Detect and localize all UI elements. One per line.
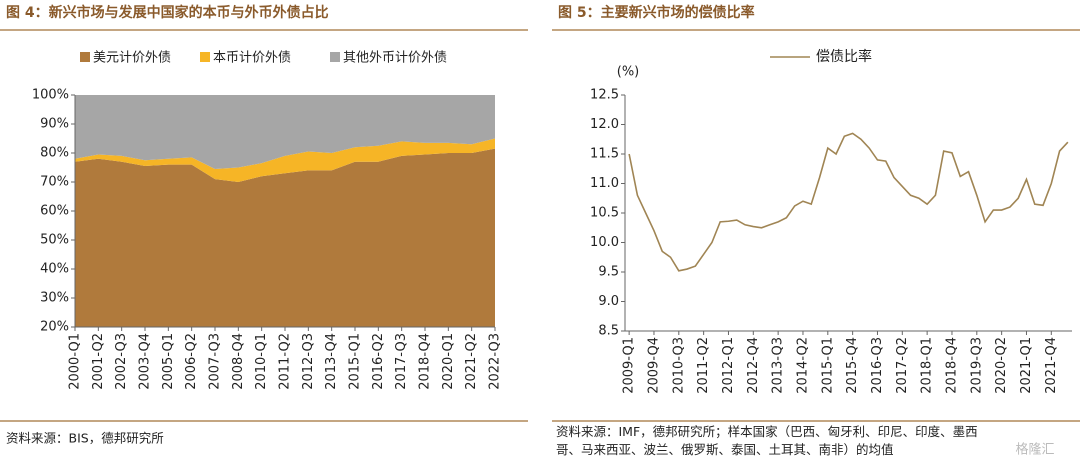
source: 资料来源：IMF，德邦研究所；样本国家（巴西、匈牙利、印尼、印度、墨西哥、马来西… (556, 424, 978, 457)
plot-area (75, 95, 495, 327)
y-tick-label: 10.0 (590, 235, 619, 250)
y-tick-label: 100% (32, 88, 69, 103)
y-tick-label: 12.0 (590, 117, 619, 132)
y-tick-label: 20% (40, 320, 69, 335)
x-tick-label: 2020-Q2 (994, 337, 1009, 394)
y-tick-label: 9.0 (598, 294, 619, 309)
y-tick-label: 80% (40, 146, 69, 161)
x-tick-label: 2001-Q2 (91, 333, 106, 390)
x-tick-label: 2019-Q3 (969, 337, 984, 394)
y-axis-label: (%) (617, 65, 640, 80)
x-tick-label: 2017-Q3 (394, 333, 409, 390)
x-tick-label: 2016-Q2 (371, 333, 386, 390)
x-tick-label: 2013-Q3 (771, 337, 786, 394)
y-tick-label: 11.0 (590, 176, 619, 191)
x-tick-label: 2012-Q1 (721, 337, 736, 394)
y-tick-label: 50% (40, 233, 69, 248)
legend-label: 偿债比率 (816, 48, 872, 65)
x-tick-label: 2000-Q1 (68, 333, 83, 390)
x-tick-label: 2009-Q1 (622, 337, 637, 394)
source: 资料来源：BIS，德邦研究所 (6, 431, 164, 446)
chart-title: 图 4：新兴市场与发展中国家的本币与外币外债占比 (6, 4, 329, 21)
x-tick-label: 2002-Q3 (114, 333, 129, 390)
x-tick-label: 2013-Q4 (324, 333, 339, 390)
x-tick-label: 2012-Q3 (301, 333, 316, 390)
x-tick-label: 2021-Q1 (1019, 337, 1034, 394)
x-tick-label: 2022-Q3 (488, 333, 503, 390)
x-tick-label: 2018-Q1 (920, 337, 935, 394)
x-tick-label: 2017-Q2 (895, 337, 910, 394)
x-tick-label: 2018-Q4 (944, 337, 959, 394)
y-tick-label: 9.5 (598, 265, 619, 280)
chart-title: 图 5：主要新兴市场的偿债比率 (558, 4, 755, 21)
x-tick-label: 2008-Q4 (231, 333, 246, 390)
y-tick-label: 30% (40, 291, 69, 306)
x-tick-label: 2018-Q4 (418, 333, 433, 390)
x-tick-label: 2015-Q4 (845, 337, 860, 394)
y-tick-label: 12.5 (590, 88, 619, 103)
x-tick-label: 2015-Q1 (820, 337, 835, 394)
x-tick-label: 2021-Q4 (1044, 337, 1059, 394)
legend-swatch (330, 52, 340, 62)
x-tick-label: 2011-Q2 (696, 337, 711, 394)
x-tick-label: 2021-Q2 (464, 333, 479, 390)
area (75, 95, 495, 169)
legend-label: 其他外币计价外债 (343, 51, 447, 66)
y-tick-label: 10.5 (590, 206, 619, 221)
x-tick-label: 2016-Q3 (870, 337, 885, 394)
area (75, 138, 495, 182)
x-tick-label: 2010-Q3 (671, 337, 686, 394)
y-tick-label: 70% (40, 175, 69, 190)
x-tick-label: 2011-Q2 (278, 333, 293, 390)
y-tick-label: 11.5 (590, 147, 619, 162)
x-tick-label: 2020-Q1 (441, 333, 456, 390)
legend-label: 本币计价外债 (213, 51, 291, 66)
x-tick-label: 2005-Q1 (161, 333, 176, 390)
x-tick-label: 2014-Q2 (795, 337, 810, 394)
y-tick-label: 40% (40, 262, 69, 277)
x-tick-label: 2015-Q1 (348, 333, 363, 390)
y-tick-label: 60% (40, 204, 69, 219)
line (628, 132, 1069, 272)
y-tick-label: 90% (40, 117, 69, 132)
x-tick-label: 2003-Q4 (138, 333, 153, 390)
x-tick-label: 2006-Q2 (184, 333, 199, 390)
x-tick-label: 2010-Q1 (254, 333, 269, 390)
source-box: 资料来源：IMF，德邦研究所；样本国家（巴西、匈牙利、印尼、印度、墨西哥、马来西… (556, 424, 978, 457)
legend-label: 美元计价外债 (93, 51, 171, 66)
x-tick-label: 2012-Q4 (746, 337, 761, 394)
x-tick-label: 2007-Q3 (208, 333, 223, 390)
y-tick-label: 8.5 (598, 324, 619, 339)
x-tick-label: 2009-Q4 (646, 337, 661, 394)
watermark: 格隆汇 (1015, 442, 1054, 458)
area (75, 148, 495, 327)
legend-swatch (200, 52, 210, 62)
legend-swatch (80, 52, 90, 62)
